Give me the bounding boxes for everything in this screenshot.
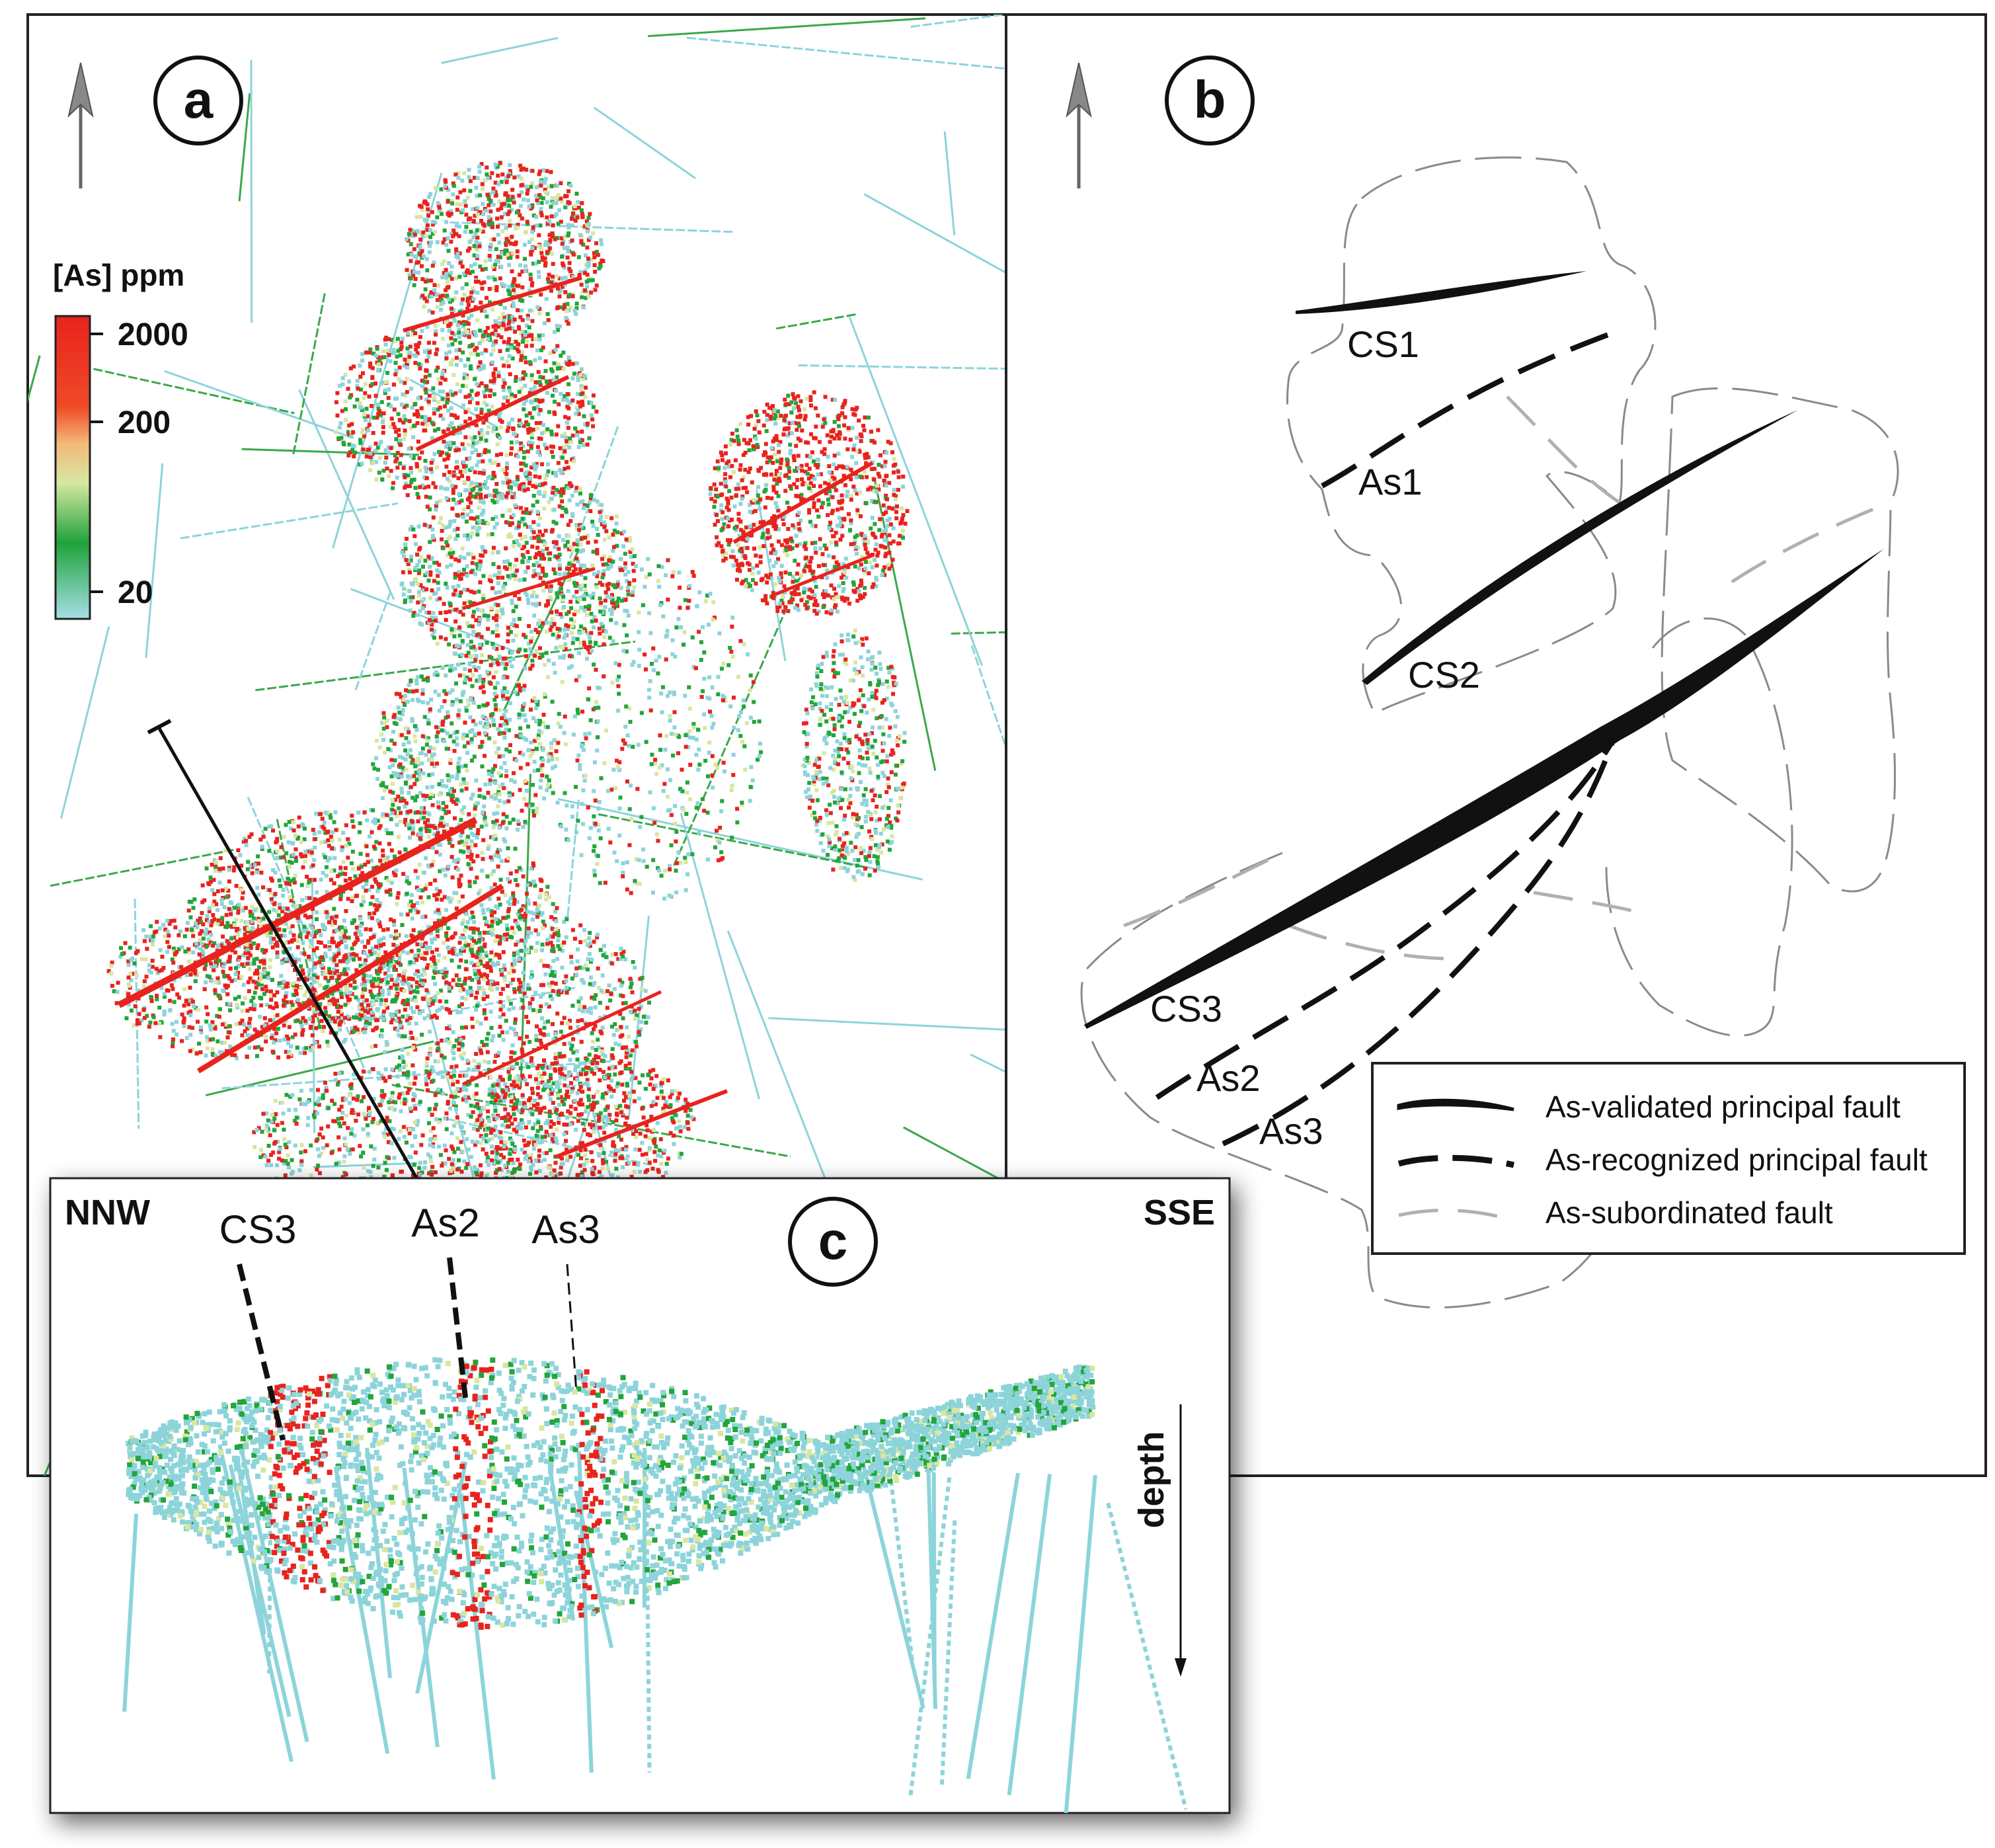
legend-subordinated-label: As-subordinated fault	[1545, 1195, 1833, 1230]
depth-label: depth	[1132, 1431, 1171, 1529]
recognized-faults	[1155, 328, 1621, 1146]
legend-validated-label: As-validated principal fault	[1545, 1090, 1900, 1124]
panel-a-badge: a	[153, 56, 243, 145]
cross-section-point-cloud	[126, 1357, 1096, 1630]
legend-symbol-subordinated	[1398, 1208, 1514, 1223]
legend-tick-20: 20	[118, 575, 153, 610]
legend-tick-200: 200	[118, 405, 171, 440]
fault-legend: As-validated principal fault As-recogniz…	[1371, 1062, 1966, 1255]
color-ramp	[54, 315, 91, 620]
depth-arrow-icon	[1175, 1404, 1187, 1677]
section-label-as2: As2	[411, 1201, 479, 1245]
fault-label-as1: As1	[1358, 461, 1423, 502]
direction-sse: SSE	[1144, 1193, 1215, 1232]
section-line	[147, 719, 420, 1182]
north-arrow-icon	[1066, 62, 1092, 188]
fault-label-as3: As3	[1259, 1110, 1323, 1152]
panel-c-label: c	[818, 1211, 848, 1270]
fault-label-cs3: CS3	[1150, 988, 1222, 1029]
legend-recognized-label: As-recognized principal fault	[1545, 1143, 1928, 1177]
leader-as2	[447, 1257, 468, 1398]
section-label-as3: As3	[531, 1207, 600, 1252]
cross-section	[122, 1357, 1188, 1813]
panel-a-label: a	[184, 70, 214, 129]
north-arrow-icon	[67, 62, 94, 188]
subordinate-faults	[1123, 395, 1891, 961]
validated-faults	[1084, 271, 1884, 1029]
leader-cs3	[237, 1264, 286, 1441]
legend-tick-2000: 2000	[118, 317, 188, 352]
direction-nnw: NNW	[65, 1193, 150, 1232]
panel-b-label: b	[1194, 70, 1226, 129]
panel-c-content: NNW SSE c CS3 As2 As3 depth	[65, 1193, 1215, 1813]
legend-symbol-recognized	[1397, 1154, 1515, 1168]
legend-symbol-validated	[1397, 1098, 1514, 1111]
panel-a-map	[28, 15, 1006, 1476]
panel-b-badge: b	[1165, 56, 1255, 145]
high-as-bands	[117, 276, 874, 1159]
panel-c-badge: c	[788, 1197, 878, 1287]
as-color-legend: [As] ppm 2000 200 20	[53, 258, 188, 620]
as-point-cloud	[106, 161, 910, 1213]
section-label-cs3: CS3	[219, 1207, 297, 1252]
fault-label-as2: As2	[1196, 1057, 1261, 1099]
leader-as3	[566, 1264, 578, 1393]
legend-title: [As] ppm	[53, 258, 184, 292]
fault-label-cs1: CS1	[1347, 323, 1419, 365]
fault-label-cs2: CS2	[1408, 654, 1480, 696]
